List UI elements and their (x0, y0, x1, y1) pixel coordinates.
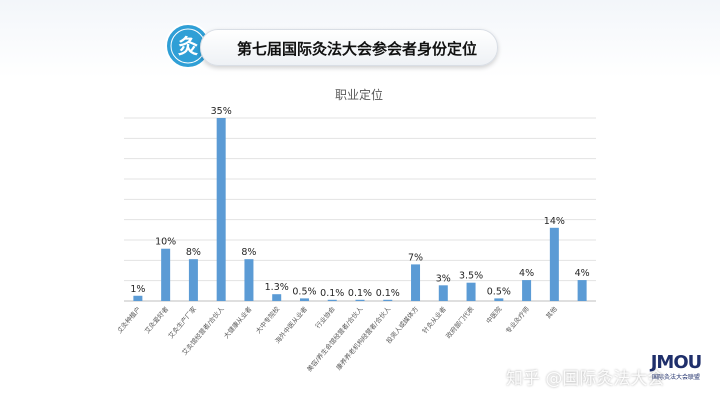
data-label: 14% (544, 216, 565, 227)
bar (133, 295, 143, 301)
data-label: 0.1% (348, 288, 372, 299)
bar (522, 280, 532, 301)
chart-card: 职业定位 1% 艾灸种植户 10% 艾灸爱好者 8% 艾灸生产厂家 35% 艾灸馆经营者/合伙… (118, 78, 600, 390)
bar (216, 118, 226, 301)
data-label: 1% (130, 284, 145, 295)
bar (438, 285, 448, 301)
category-tick-label: 艾灸爱好者 (142, 304, 170, 335)
data-label: 1.3% (265, 282, 289, 293)
data-label: 3.5% (459, 271, 483, 282)
category-tick-label: 专业灸疗师 (503, 304, 531, 335)
data-label: 8% (186, 247, 201, 258)
brand-name: JMOU (650, 352, 703, 373)
data-label: 4% (519, 268, 534, 279)
data-label: 35% (211, 106, 232, 117)
category-tick-label: 其他 (544, 304, 560, 320)
data-label: 0.1% (376, 288, 400, 299)
chart-title: 职业定位 (334, 88, 383, 102)
data-label: 3% (436, 273, 451, 284)
logo-glyph: 灸 (178, 34, 198, 58)
bar (327, 299, 337, 301)
category-tick-label: 中医院 (484, 304, 504, 325)
bar (577, 280, 587, 301)
data-label: 7% (408, 252, 423, 263)
data-label: 10% (155, 237, 176, 248)
data-label: 0.1% (320, 288, 344, 299)
category-tick-label: 艾灸生产厂家 (166, 304, 198, 340)
bar (494, 298, 504, 301)
category-tick-label: 美容/养生会馆经营者/合伙人 (305, 304, 365, 373)
bar-chart: 1%艾灸种植户10%艾灸爱好者8%艾灸生产厂家35%艾灸馆经营者/合伙人8%大健… (118, 106, 596, 373)
slide-title-bar: 第七届国际灸法大会参会者身份定位 (200, 29, 498, 66)
category-tick-label: 康养养老机构经营者/合伙人 (334, 304, 393, 372)
brand-logo: JMOU 国际灸法大会联盟 (640, 352, 712, 392)
category-tick-label: 针灸从业者 (420, 304, 448, 335)
bar (355, 299, 365, 301)
data-label: 0.5% (487, 286, 511, 297)
bar (466, 282, 476, 301)
data-label: 4% (575, 268, 590, 279)
data-label: 0.5% (292, 286, 316, 297)
brand-subtitle: 国际灸法大会联盟 (651, 374, 700, 381)
bar (161, 248, 171, 301)
bar (299, 298, 309, 301)
slide-title: 第七届国际灸法大会参会者身份定位 (237, 40, 478, 58)
bar (188, 259, 198, 301)
category-tick-label: 大中专院校 (253, 304, 281, 335)
bar (411, 264, 421, 301)
bar (272, 294, 282, 301)
watermark-text: 知乎 @国际灸法大会 (506, 369, 665, 389)
category-tick-label: 艾灸种植户 (118, 305, 142, 336)
category-tick-label: 大健康从业者 (222, 304, 254, 340)
bar (383, 299, 393, 301)
bar (549, 227, 559, 301)
category-tick-label: 政府部门代表 (444, 304, 476, 340)
data-label: 8% (241, 247, 256, 258)
category-tick-label: 行业协会 (313, 304, 337, 330)
bar (244, 259, 254, 301)
